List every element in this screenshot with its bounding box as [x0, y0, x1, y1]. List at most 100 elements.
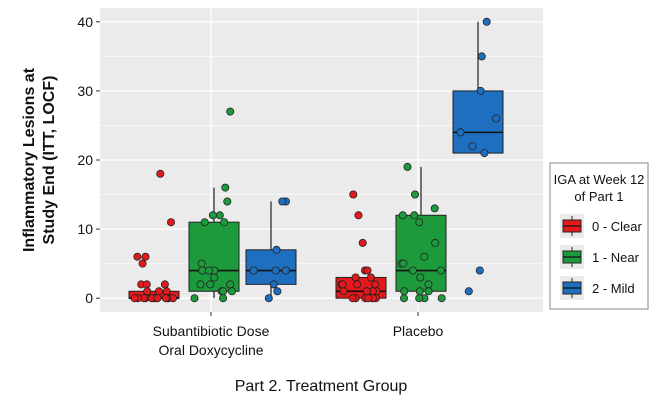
data-point — [351, 273, 360, 282]
x-axis-tick-labels: Subantibiotic Dose Oral Doxycycline Placeb… — [153, 312, 444, 358]
data-point — [154, 287, 163, 296]
legend-title: IGA at Week 12 — [554, 172, 645, 187]
data-point — [221, 183, 230, 192]
data-point — [271, 266, 280, 275]
data-point — [420, 252, 429, 261]
data-point — [424, 280, 433, 289]
y-axis-title-line: Study End (ITT, LOCF) — [41, 76, 58, 245]
data-point — [227, 287, 236, 296]
data-point — [353, 280, 362, 289]
y-axis-title: Inflammatory Lesions at Study End (ITT, L… — [21, 67, 58, 252]
data-point — [415, 294, 424, 303]
x-axis-title: Part 2. Treatment Group — [235, 378, 408, 395]
data-point — [408, 266, 417, 275]
data-point — [166, 218, 175, 227]
data-point — [198, 266, 207, 275]
data-point — [143, 287, 152, 296]
data-point — [153, 294, 162, 303]
legend-key — [560, 214, 584, 238]
data-point — [399, 294, 408, 303]
data-point — [399, 259, 408, 268]
data-point — [196, 280, 205, 289]
data-point — [206, 280, 215, 289]
y-tick-label: 10 — [77, 221, 93, 237]
x-tick-label: Oral Doxycycline — [158, 342, 263, 358]
data-point — [269, 280, 278, 289]
y-tick-label: 20 — [77, 152, 93, 168]
data-point — [348, 294, 357, 303]
data-point — [430, 204, 439, 213]
data-point — [273, 287, 282, 296]
data-point — [362, 287, 371, 296]
data-point — [410, 211, 419, 220]
data-point — [349, 190, 358, 199]
legend-key — [560, 245, 584, 269]
data-point — [492, 114, 501, 123]
data-point — [226, 280, 235, 289]
data-point — [431, 238, 440, 247]
data-point — [204, 266, 213, 275]
data-point — [366, 273, 375, 282]
data-point — [272, 245, 281, 254]
data-point — [215, 211, 224, 220]
x-tick-label: Subantibiotic Dose — [153, 323, 270, 339]
data-point — [482, 17, 491, 26]
data-point — [464, 287, 473, 296]
data-point — [141, 252, 150, 261]
legend-title: of Part 1 — [574, 189, 623, 204]
data-point — [219, 287, 228, 296]
data-point — [223, 197, 232, 206]
data-point — [415, 218, 424, 227]
data-point — [398, 211, 407, 220]
data-point — [160, 280, 169, 289]
data-point — [190, 294, 199, 303]
data-point — [403, 162, 412, 171]
data-point — [278, 197, 287, 206]
data-point — [264, 294, 273, 303]
data-point — [364, 294, 373, 303]
data-point — [138, 259, 147, 268]
data-point — [220, 218, 229, 227]
data-point — [437, 294, 446, 303]
data-point — [477, 52, 486, 61]
legend-key — [560, 276, 584, 300]
data-point — [475, 266, 484, 275]
legend-entry-label: 2 - Mild — [592, 281, 635, 296]
data-point — [130, 294, 139, 303]
data-point — [249, 266, 258, 275]
y-tick-label: 40 — [77, 14, 93, 30]
data-point — [371, 280, 380, 289]
data-point — [354, 211, 363, 220]
data-point — [415, 287, 424, 296]
data-point — [210, 273, 219, 282]
data-point — [226, 107, 235, 116]
data-point — [161, 294, 170, 303]
data-point — [208, 211, 217, 220]
data-point — [410, 190, 419, 199]
data-point — [162, 287, 171, 296]
y-axis-title-line: Inflammatory Lesions at — [21, 67, 38, 252]
data-point — [200, 218, 209, 227]
data-point — [197, 259, 206, 268]
data-point — [400, 287, 409, 296]
data-point — [281, 266, 290, 275]
data-point — [480, 149, 489, 158]
data-point — [424, 287, 433, 296]
point-layer — [130, 17, 501, 303]
data-point — [156, 169, 165, 178]
data-point — [436, 266, 445, 275]
x-tick-label: Placebo — [393, 323, 444, 339]
data-point — [219, 294, 228, 303]
legend-entry-label: 1 - Near — [592, 250, 640, 265]
data-point — [456, 128, 465, 137]
legend: IGA at Week 12 of Part 1 0 - Clear 1 - Near… — [549, 162, 649, 310]
data-point — [363, 266, 372, 275]
y-tick-label: 0 — [85, 290, 93, 306]
y-tick-label: 30 — [77, 83, 93, 99]
data-point — [468, 142, 477, 151]
data-point — [338, 280, 347, 289]
data-point — [133, 252, 142, 261]
y-axis: 0 10 20 30 40 — [77, 14, 100, 306]
data-point — [476, 86, 485, 95]
